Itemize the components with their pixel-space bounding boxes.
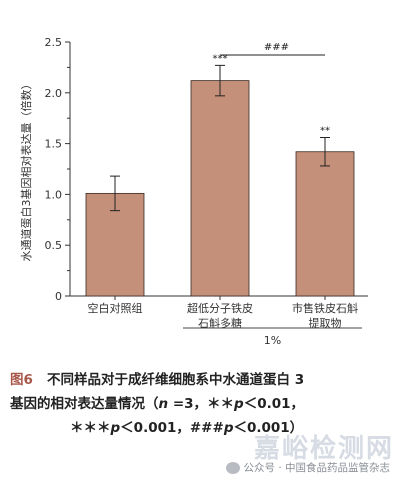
- chart-marks: *****###: [85, 42, 355, 297]
- caption-text: ＜0.001，###: [120, 420, 224, 436]
- caption-text: ＊＊＊: [70, 420, 111, 436]
- watermark-source-text: 公众号 · 中国食品药品监管杂志: [243, 462, 390, 474]
- y-tick-label: 0.5: [45, 239, 63, 252]
- caption-p: p: [110, 420, 121, 436]
- bar: [190, 80, 250, 297]
- y-tick-label: 0: [55, 290, 62, 303]
- caption-text: 基因的相对表达量情况（: [10, 396, 159, 412]
- y-tick-label: 2.5: [45, 36, 63, 49]
- group-label: 1%: [264, 334, 281, 347]
- y-tick-label: 1.5: [45, 138, 63, 151]
- bracket-label: ###: [264, 42, 289, 53]
- figure-label: 图6: [10, 372, 33, 388]
- caption-p: p: [234, 396, 244, 412]
- x-tick-label: 超低分子铁皮: [187, 301, 253, 315]
- watermark-text: 嘉峪检测网: [253, 434, 394, 464]
- x-tick-label: 石斛多糖: [198, 316, 242, 330]
- figure-caption: 图6 不同样品对于成纤维细胞系中水通道蛋白 3 基因的相对表达量情况（n =3，…: [10, 368, 390, 440]
- significance-label: **: [320, 126, 330, 137]
- caption-p: p: [223, 420, 234, 436]
- y-axis-label: 水通道蛋白3基因相对表达量（倍数）: [19, 79, 33, 262]
- caption-n: n: [158, 396, 169, 412]
- caption-text: =3，＊＊: [168, 396, 235, 412]
- caption-text: ＜0.01，: [243, 396, 305, 412]
- x-tick-label: 空白对照组: [88, 301, 143, 315]
- y-tick-label: 1.0: [45, 188, 63, 201]
- watermark-source: 公众号 · 中国食品药品监管杂志: [226, 460, 390, 475]
- wechat-icon: [226, 462, 241, 474]
- caption-line-1: 不同样品对于成纤维细胞系中水通道蛋白 3: [47, 372, 305, 388]
- caption-text: ＜0.001）: [233, 420, 304, 436]
- significance-label: ***: [213, 53, 228, 64]
- x-tick-label: 市售铁皮石斛: [292, 301, 358, 315]
- bar: [295, 151, 355, 297]
- y-tick-label: 2.0: [45, 87, 63, 100]
- x-tick-label: 提取物: [309, 316, 342, 330]
